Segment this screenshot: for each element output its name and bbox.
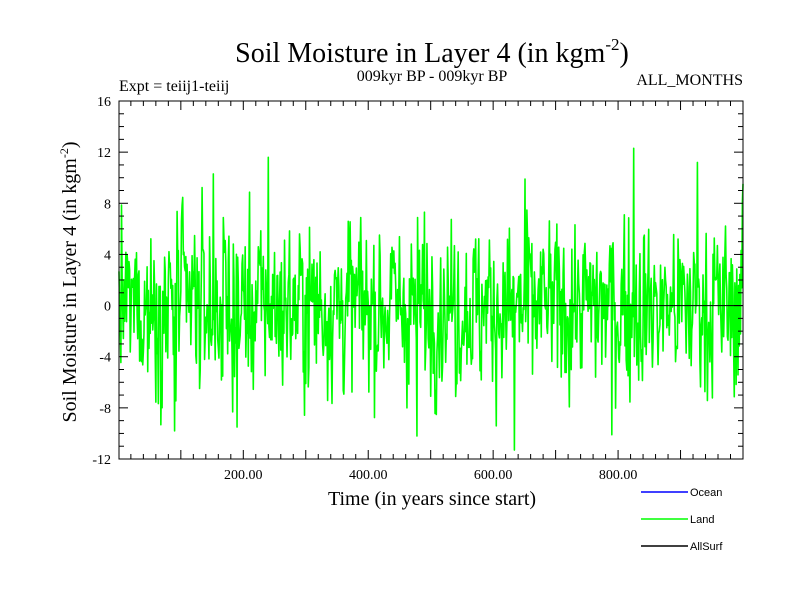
y-tick-label: 12 [97, 146, 111, 161]
x-tick-label: 600.00 [474, 468, 513, 483]
x-axis-label: Time (in years since start) [328, 488, 536, 510]
legend: Ocean Land AllSurf [641, 487, 723, 553]
legend-label-allsurf: AllSurf [690, 541, 723, 553]
subtitle-right: ALL_MONTHS [636, 72, 743, 89]
y-axis-label: Soil Moisture in Layer 4 (in kgm-2) [57, 141, 81, 422]
y-tick-label: -8 [99, 402, 111, 417]
y-axis-label-main: Soil Moisture in Layer 4 (in kgm [59, 158, 81, 423]
y-tick-label: -4 [99, 351, 111, 366]
x-tick-label: 200.00 [224, 468, 263, 483]
subtitle-center: 009kyr BP - 009kyr BP [357, 68, 508, 85]
y-tick-label: 8 [104, 197, 111, 212]
subtitle-left: Expt = teiij1-teiij [119, 78, 229, 95]
chart-title-sup: -2 [605, 35, 619, 54]
y-tick-label: 4 [104, 248, 111, 263]
series-line-land [118, 147, 744, 451]
plot-area: 200.00 400.00 600.00 800.00 -12 -8 -4 0 4 8 12 16 [92, 95, 744, 483]
legend-label-land: Land [690, 514, 714, 526]
x-tick-label: 800.00 [599, 468, 638, 483]
y-tick-label: 0 [104, 300, 111, 315]
chart-title-main: Soil Moisture in Layer 4 (in kgm [235, 38, 605, 69]
y-axis-label-close: ) [59, 141, 81, 148]
y-axis-label-sup: -2 [57, 148, 71, 158]
y-tick-label: -12 [92, 453, 111, 468]
y-tick-label: 16 [97, 95, 111, 110]
chart-title-close: ) [620, 38, 629, 69]
legend-label-ocean: Ocean [690, 487, 722, 499]
chart-title: Soil Moisture in Layer 4 (in kgm-2) [235, 35, 629, 69]
x-tick-label: 400.00 [349, 468, 388, 483]
